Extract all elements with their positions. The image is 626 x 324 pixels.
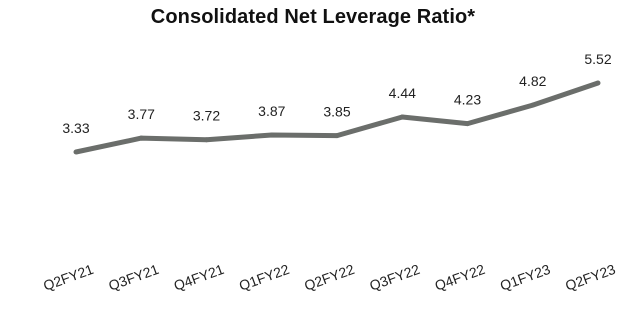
x-tick-label: Q4FY22: [433, 261, 488, 294]
data-label: 5.52: [584, 51, 611, 67]
data-point: [334, 133, 340, 139]
data-label: 4.44: [389, 85, 416, 101]
x-tick-label: Q2FY23: [563, 261, 618, 294]
data-label: 4.23: [454, 92, 481, 108]
data-label: 3.72: [193, 108, 220, 124]
data-label: 4.82: [519, 73, 546, 89]
data-point: [465, 121, 470, 127]
data-point: [399, 114, 405, 120]
data-label: 3.33: [62, 120, 89, 136]
data-label: 3.87: [258, 103, 285, 119]
x-tick-label: Q1FY23: [498, 261, 553, 294]
data-point: [73, 149, 79, 155]
data-label: 3.85: [323, 104, 350, 120]
x-tick-label: Q3FY22: [367, 261, 422, 294]
x-tick-label: Q4FY21: [172, 261, 227, 294]
data-point: [595, 80, 601, 86]
data-point: [138, 135, 144, 141]
data-point: [269, 132, 275, 138]
data-point: [530, 102, 536, 108]
x-tick-label: Q2FY21: [41, 261, 96, 294]
chart-title: Consolidated Net Leverage Ratio*: [150, 6, 476, 28]
data-label: 3.77: [128, 106, 155, 122]
x-tick-label: Q3FY21: [106, 261, 161, 294]
x-tick-label: Q2FY22: [302, 261, 357, 294]
x-tick-label: Q1FY22: [237, 261, 292, 294]
data-point: [204, 137, 209, 143]
